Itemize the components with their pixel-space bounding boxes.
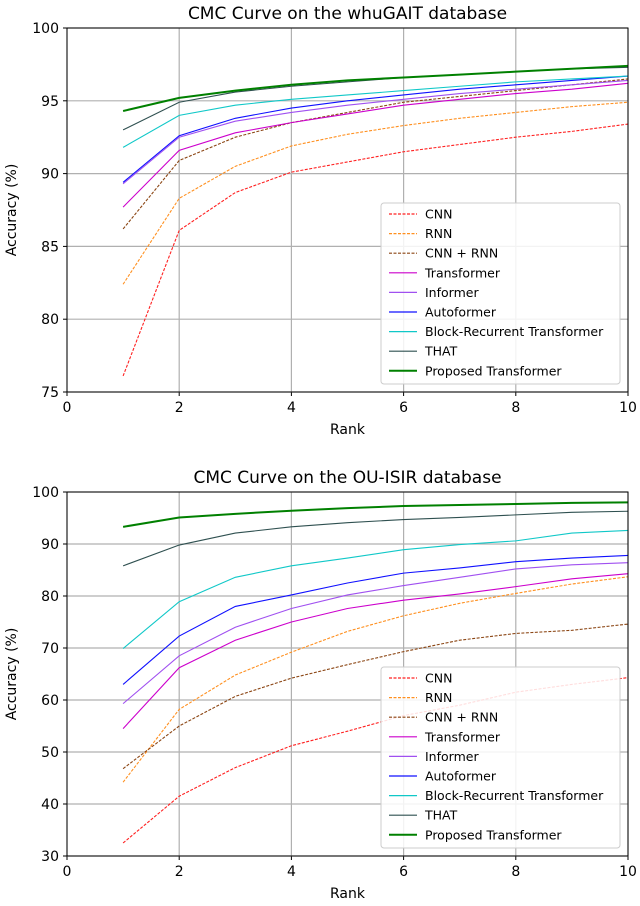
series-line-autoformer [122,554,629,685]
legend-box [380,202,621,385]
legend-label: Proposed Transformer [425,363,562,378]
series-line-informer [122,79,629,185]
legend-label: CNN [425,671,452,686]
x-tick-label: 10 [619,864,637,880]
legend-label: THAT [424,808,458,823]
legend-label: CNN + RNN [425,246,498,261]
series-line-that [122,510,629,567]
series-line-block-recurrent-transformer [122,529,629,649]
legend-label: Informer [425,285,479,300]
legend-label: Informer [425,749,479,764]
chart-title: CMC Curve on the whuGAIT database [188,4,507,24]
series-line-transformer [122,573,629,729]
x-tick-label: 8 [511,864,520,880]
legend-label: THAT [424,344,458,359]
y-tick-label: 80 [41,589,59,605]
x-tick-label: 2 [175,864,184,880]
legend-label: RNN [425,226,452,241]
y-tick-label: 90 [41,167,59,183]
y-axis-label: Accuracy (%) [4,628,20,721]
legend-label: Transformer [424,265,501,280]
x-tick-label: 10 [619,400,637,416]
y-tick-label: 100 [32,485,59,501]
plot-frame [66,491,629,857]
x-tick-label: 0 [63,400,72,416]
legend-label: Block-Recurrent Transformer [425,788,604,803]
series-line-transformer [122,82,629,208]
x-tick-label: 2 [175,400,184,416]
series-line-autoformer [122,75,629,183]
legend-label: Transformer [424,729,501,744]
series-line-cnn-rnn [122,623,629,770]
legend: CNN RNN CNN + RNN Transformer Informer Autofo… [380,202,621,385]
legend-box [380,666,621,849]
legend-label: Block-Recurrent Transformer [425,324,604,339]
y-tick-label: 95 [41,94,59,110]
series-line-cnn-rnn [122,78,629,230]
y-tick-label: 70 [41,641,59,657]
x-tick-label: 4 [287,400,296,416]
x-tick-label: 0 [63,864,72,880]
x-axis-label: Rank [330,886,366,902]
y-tick-label: 30 [41,849,59,865]
y-tick-label: 40 [41,797,59,813]
chart-title: CMC Curve on the OU-ISIR database [193,468,501,488]
series-line-rnn [122,576,629,783]
plot-frame [66,27,629,393]
legend-label: Autoformer [425,769,497,784]
series-line-cnn [122,123,629,377]
y-tick-label: 50 [41,745,59,761]
legend: CNN RNN CNN + RNN Transformer Informer Autofo… [380,666,621,849]
legend-label: RNN [425,690,452,705]
x-tick-label: 6 [399,400,408,416]
x-tick-label: 6 [399,864,408,880]
legend-label: CNN + RNN [425,710,498,725]
x-tick-label: 8 [511,400,520,416]
series-line-informer [122,562,629,705]
chart-panel-2: 0 2 4 6 8 10 30 40 50 60 70 80 90 100 CMC Curve on the… [4,468,637,902]
y-tick-label: 100 [32,21,59,37]
chart-panel-1: 0 2 4 6 8 10 75 80 85 90 95 100 CMC Curve on the whu… [4,4,637,438]
legend-label: CNN [425,207,452,222]
legend-label: Autoformer [425,305,497,320]
y-tick-label: 85 [41,239,59,255]
series-line-that [122,66,629,131]
x-tick-label: 4 [287,864,296,880]
x-axis-label: Rank [330,422,366,438]
legend-label: Proposed Transformer [425,827,562,842]
series-line-proposed-transformer [122,501,629,528]
y-tick-label: 75 [41,385,59,401]
y-axis-label: Accuracy (%) [4,164,20,257]
y-tick-label: 90 [41,537,59,553]
y-tick-label: 60 [41,693,59,709]
series-line-rnn [122,101,629,285]
series-line-proposed-transformer [122,64,629,112]
y-tick-label: 80 [41,312,59,328]
series-line-block-recurrent-transformer [122,75,629,148]
